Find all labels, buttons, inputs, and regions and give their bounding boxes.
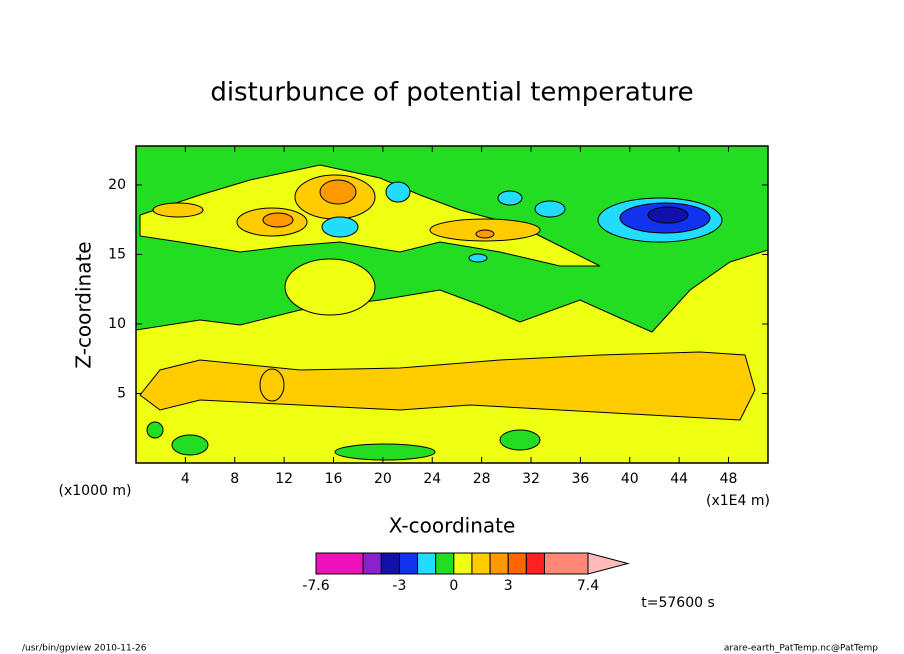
colorbar-bin bbox=[525, 552, 545, 575]
colorbar-bin bbox=[543, 552, 589, 575]
contour-region bbox=[171, 434, 209, 456]
colorbar-bin bbox=[380, 552, 400, 575]
contour-region bbox=[321, 216, 359, 238]
x-tick-label: 8 bbox=[230, 471, 239, 487]
x-tick-label: 4 bbox=[181, 471, 190, 487]
contour-field bbox=[135, 145, 769, 464]
contour-region bbox=[146, 421, 164, 439]
contour-region bbox=[284, 258, 376, 316]
x-tick-label: 32 bbox=[522, 471, 540, 487]
x-tick-label: 28 bbox=[473, 471, 491, 487]
x-tick-label: 48 bbox=[720, 471, 738, 487]
contour-region bbox=[475, 229, 495, 239]
contour-region bbox=[647, 206, 689, 224]
x-unit-secondary: (x1E4 m) bbox=[706, 493, 770, 509]
colorbar-tick-label: 0 bbox=[449, 578, 458, 594]
y-axis-label: Z-coordinate bbox=[72, 241, 96, 368]
contour-region bbox=[534, 200, 566, 218]
colorbar-bin bbox=[362, 552, 382, 575]
y-tick-label: 5 bbox=[117, 385, 126, 401]
contour-region bbox=[468, 253, 488, 263]
contour-region bbox=[262, 212, 294, 228]
chart-title: disturbunce of potential temperature bbox=[210, 78, 693, 108]
y-tick-label: 15 bbox=[108, 246, 126, 262]
x-tick-label: 40 bbox=[621, 471, 639, 487]
x-tick-label: 12 bbox=[275, 471, 293, 487]
contour-region bbox=[319, 179, 357, 205]
contour-regions bbox=[136, 146, 768, 463]
colorbar-tick-label: 3 bbox=[504, 578, 513, 594]
contour-region bbox=[497, 190, 523, 206]
colorbar-bin bbox=[435, 552, 455, 575]
contour-region bbox=[259, 368, 285, 402]
colorbar-bin bbox=[453, 552, 473, 575]
colorbar-bin bbox=[398, 552, 419, 575]
x-tick-label: 24 bbox=[423, 471, 441, 487]
colorbar-bin bbox=[315, 552, 364, 575]
y-tick-label: 20 bbox=[108, 177, 126, 193]
x-tick-label: 36 bbox=[571, 471, 589, 487]
x-tick-label: 44 bbox=[670, 471, 688, 487]
x-axis-label: X-coordinate bbox=[389, 514, 516, 538]
colorbar-bin bbox=[507, 552, 527, 575]
contour-region bbox=[499, 429, 541, 451]
colorbar-bin bbox=[417, 552, 437, 575]
colorbar-tick-label: 7.4 bbox=[577, 578, 599, 594]
colorbar-tick-label: -7.6 bbox=[302, 578, 329, 594]
plot-frame bbox=[135, 145, 769, 464]
colorbar-extension bbox=[587, 552, 630, 575]
footer-right: arare-earth_PatTemp.nc@PatTemp bbox=[724, 644, 878, 654]
y-tick-label: 10 bbox=[108, 316, 126, 332]
contour-region bbox=[385, 181, 411, 203]
x-tick-label: 20 bbox=[374, 471, 392, 487]
contour-region bbox=[152, 202, 204, 218]
x-unit: (x1000 m) bbox=[59, 483, 132, 499]
footer-left: /usr/bin/gpview 2010-11-26 bbox=[22, 644, 147, 654]
colorbar-bin bbox=[471, 552, 491, 575]
x-tick-label: 16 bbox=[325, 471, 343, 487]
contour-region bbox=[334, 443, 436, 461]
colorbar-bin bbox=[489, 552, 509, 575]
time-label: t=57600 s bbox=[641, 595, 715, 611]
colorbar-tick-label: -3 bbox=[392, 578, 406, 594]
contour-region bbox=[139, 351, 756, 421]
